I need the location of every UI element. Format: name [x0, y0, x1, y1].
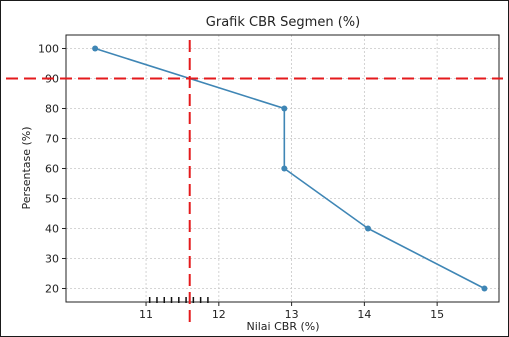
y-tick-label: 20 [45, 283, 59, 296]
y-tick-label: 70 [45, 133, 59, 146]
series-layer [92, 45, 488, 292]
data-point [281, 105, 288, 112]
y-tick-label: 60 [45, 163, 59, 176]
y-axis-label: Persentase (%) [20, 126, 33, 209]
grid [66, 35, 499, 302]
data-point [281, 165, 288, 172]
x-tick-label: 14 [357, 308, 371, 321]
x-axis-label: Nilai CBR (%) [246, 320, 319, 333]
y-tick-label: 50 [45, 193, 59, 206]
y-tick-label: 80 [45, 103, 59, 116]
x-tick-label: 15 [430, 308, 444, 321]
y-tick-label: 100 [38, 43, 59, 56]
x-tick-label: 11 [139, 308, 153, 321]
chart-title: Grafik CBR Segmen (%) [206, 15, 360, 30]
y-tick-label: 40 [45, 223, 59, 236]
rug-marks [148, 297, 209, 303]
data-point [92, 45, 99, 52]
x-tick-label: 13 [285, 308, 299, 321]
reference-lines [6, 40, 503, 322]
y-tick-label: 30 [45, 253, 59, 266]
data-point [481, 285, 488, 292]
data-point [365, 225, 372, 232]
x-tick-label: 12 [212, 308, 226, 321]
